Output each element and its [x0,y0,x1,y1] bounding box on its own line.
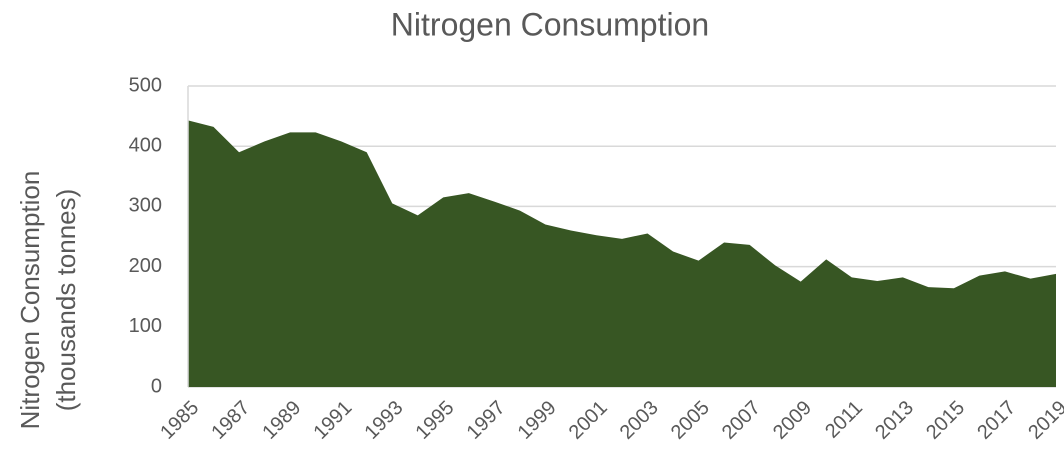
x-tick-label: 1999 [514,397,561,444]
x-tick-label: 1987 [207,397,254,444]
x-tick-label: 1997 [463,397,510,444]
x-tick-label: 1985 [156,397,203,444]
x-tick-label: 2003 [616,397,663,444]
area [188,120,1056,388]
y-tick-label: 500 [129,74,162,96]
x-tick-label: 2013 [871,397,918,444]
x-tick-label: 2001 [565,397,612,444]
x-tick-label: 2019 [1024,397,1064,444]
x-tick-label: 2015 [922,397,969,444]
x-tick-label: 2017 [973,397,1020,444]
y-tick-label: 300 [129,195,162,217]
x-tick-label: 1995 [412,397,459,444]
x-tick-label: 1989 [258,397,305,444]
y-tick-label: 0 [151,375,162,397]
y-axis-label: Nitrogen Consumption [15,171,45,430]
y-tick-label: 200 [129,255,162,277]
chart-title: Nitrogen Consumption [391,6,709,42]
y-tick-label: 100 [129,315,162,337]
y-axis-label: (thousands tonnes) [51,189,81,412]
y-tick-label: 400 [129,134,162,156]
x-tick-label: 2005 [667,397,714,444]
x-tick-label: 2011 [821,397,867,443]
x-tick-label: 1993 [360,397,407,444]
x-tick-label: 1991 [309,397,356,444]
x-tick-label: 2007 [718,397,765,444]
x-tick-label: 2009 [769,397,816,444]
